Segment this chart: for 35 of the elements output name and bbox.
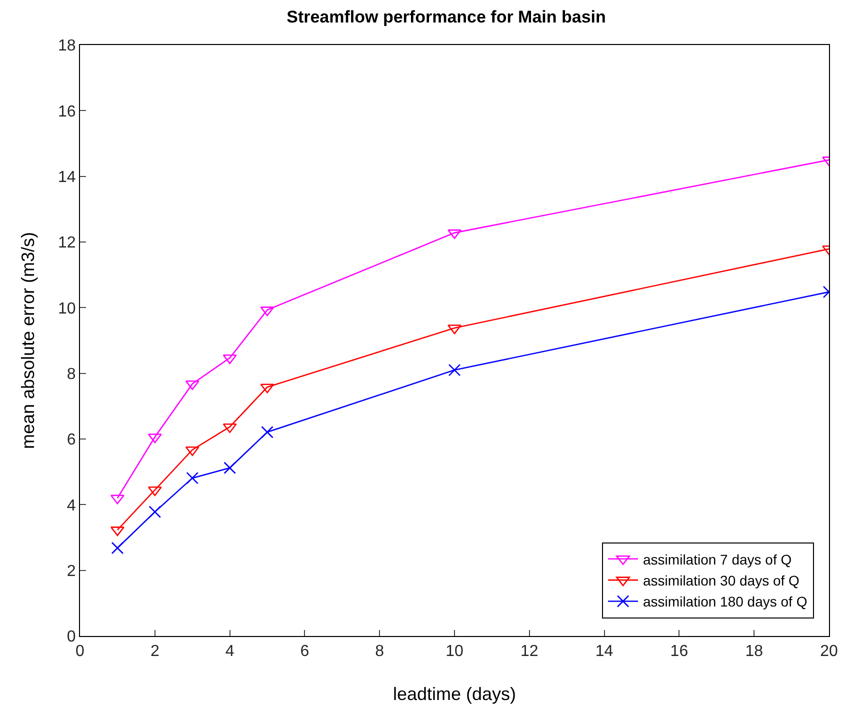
y-tick-label: 6: [66, 432, 76, 449]
x-tick-label: 12: [520, 643, 538, 660]
y-axis-title: mean absolute error (m3/s): [18, 232, 38, 450]
point: [224, 462, 236, 474]
x-tick-label: 14: [595, 643, 614, 660]
chart-title: Streamflow performance for Main basin: [286, 7, 606, 26]
x-tick-label: 6: [300, 643, 310, 660]
point: [448, 324, 462, 334]
point: [111, 542, 124, 554]
legend-label: assimilation 7 days of Q: [643, 551, 792, 568]
y-tick-label: 2: [66, 562, 76, 580]
legend-label: assimilation 30 days of Q: [643, 572, 800, 589]
y-tick-label: 12: [58, 234, 76, 252]
x-tick-label: 16: [670, 643, 688, 660]
point: [148, 486, 162, 496]
point: [186, 472, 198, 484]
x-tick-label: 10: [446, 643, 464, 660]
y-tick-label: 18: [58, 38, 76, 55]
point: [261, 426, 274, 438]
y-tick-label: 4: [66, 497, 76, 514]
x-tick-label: 2: [150, 643, 160, 660]
x-tick-label: 8: [375, 643, 384, 660]
point: [148, 506, 162, 518]
y-tick-label: 16: [58, 103, 76, 120]
x-tick-label: 20: [820, 643, 838, 660]
x-tick-label: 4: [225, 643, 234, 660]
y-tick-label: 10: [58, 300, 76, 318]
point: [448, 364, 461, 376]
point: [448, 229, 462, 239]
x-tick-label: 18: [745, 643, 764, 660]
y-tick-label: 0: [66, 628, 76, 646]
legend-label: assimilation 180 days of Q: [643, 594, 808, 610]
y-tick-label: 14: [58, 168, 76, 186]
x-axis-title: leadtime (days): [392, 684, 516, 704]
y-tick-label: 8: [66, 366, 76, 383]
